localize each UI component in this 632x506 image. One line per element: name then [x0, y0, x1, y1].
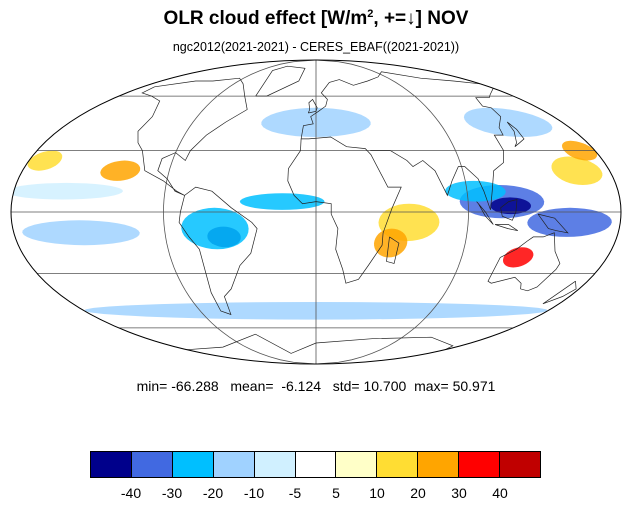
meridian-line [315, 60, 469, 364]
meridian-line [163, 60, 317, 364]
colorbar-label: -40 [120, 485, 142, 501]
title-rest: , +=↓] NOV [373, 8, 469, 29]
anomaly-region [551, 156, 603, 185]
coastlines [137, 65, 577, 354]
title-superscript: 2 [367, 8, 374, 20]
colorbar [90, 451, 541, 478]
colorbar-box [295, 452, 337, 477]
anomaly-region [12, 182, 123, 200]
colorbar-box [91, 452, 132, 477]
stat-std-label: std= [332, 378, 360, 394]
stat-std: 10.700 [363, 378, 407, 394]
stat-min-label: min= [136, 378, 168, 394]
colorbar-label: 30 [451, 485, 467, 501]
coastline [542, 280, 577, 305]
stat-mean: -6.124 [281, 378, 322, 394]
anomaly-region [181, 207, 249, 250]
colorbar-box [377, 452, 419, 477]
graticule [11, 60, 621, 364]
coastline [287, 136, 402, 284]
coastline [494, 224, 518, 232]
stat-max-label: max= [414, 378, 449, 394]
colorbar-label: 5 [332, 485, 340, 501]
anomaly-region [239, 193, 325, 210]
colorbar-label: -5 [288, 485, 302, 501]
colorbar-label: 10 [369, 485, 385, 501]
colorbar-box [172, 452, 214, 477]
coastline [186, 333, 454, 354]
coastline [300, 71, 481, 139]
coastline [487, 232, 561, 292]
coastline [500, 199, 518, 221]
coastline [178, 186, 258, 316]
map-outline [10, 59, 622, 365]
title-main: OLR cloud effect [W/m [163, 8, 368, 29]
colorbar-label: 40 [492, 485, 508, 501]
anomaly-region [100, 160, 141, 181]
statistics-line: min= -66.288 mean= -6.124 std= 10.700 ma… [0, 378, 632, 394]
colorbar-box [213, 452, 255, 477]
stat-mean-label: mean= [230, 378, 274, 394]
stat-max: 50.971 [452, 378, 496, 394]
colorbar-box [500, 452, 540, 477]
coastline [506, 121, 525, 147]
coastline [307, 98, 318, 114]
colorbar-box [131, 452, 173, 477]
coastline [137, 77, 248, 196]
stat-min: -66.288 [171, 378, 219, 394]
anomaly-region [527, 207, 612, 237]
colorbar-box [459, 452, 501, 477]
colorbar-box [336, 452, 378, 477]
colorbar-label: -20 [202, 485, 224, 501]
colorbar-label: 20 [410, 485, 426, 501]
anomaly-region [445, 180, 506, 202]
coastline [370, 88, 504, 211]
anomaly-region [22, 220, 140, 246]
colorbar-box [418, 452, 460, 477]
map-title: OLR cloud effect [W/m2, +=↓] NOV [0, 8, 632, 30]
colorbar-label: -10 [243, 485, 265, 501]
colorbar-label: -30 [161, 485, 183, 501]
colorbar-labels: -40 -30 -20 -10 -5 5 10 20 30 40 [90, 485, 541, 503]
colorbar-box [254, 452, 296, 477]
coastline [386, 236, 400, 264]
anomaly-region [490, 197, 531, 215]
coastline [537, 213, 569, 234]
world-map [10, 59, 622, 365]
map-subtitle: ngc2012(2021-2021) - CERES_EBAF((2021-20… [172, 40, 460, 54]
coastline [476, 201, 494, 225]
anomaly-region [27, 150, 63, 171]
anomaly-region [374, 228, 408, 258]
coastline [255, 65, 306, 97]
